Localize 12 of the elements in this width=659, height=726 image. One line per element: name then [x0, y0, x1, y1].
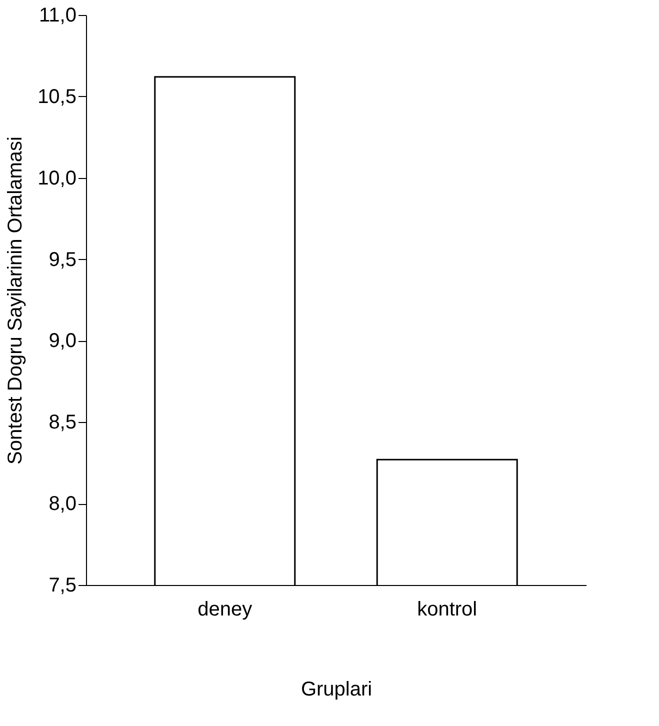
y-tick-label: 10,5 — [38, 86, 76, 108]
y-tick-label: 8,0 — [48, 493, 76, 516]
y-tick-label: 7,5 — [48, 574, 76, 596]
y-tick-label: 9,0 — [48, 330, 76, 352]
x-tick-label: deney — [198, 598, 252, 620]
y-axis-title: Sontest Dogru Sayilarinin Ortalamasi — [4, 136, 27, 464]
x-tick-label: kontrol — [417, 598, 478, 620]
y-tick-label: 9,5 — [48, 248, 76, 271]
x-axis-title: Gruplari — [300, 678, 372, 700]
y-tick-label: 10,0 — [38, 167, 76, 190]
y-tick-label: 8,5 — [48, 412, 76, 434]
y-tick-label: 11,0 — [39, 4, 76, 26]
